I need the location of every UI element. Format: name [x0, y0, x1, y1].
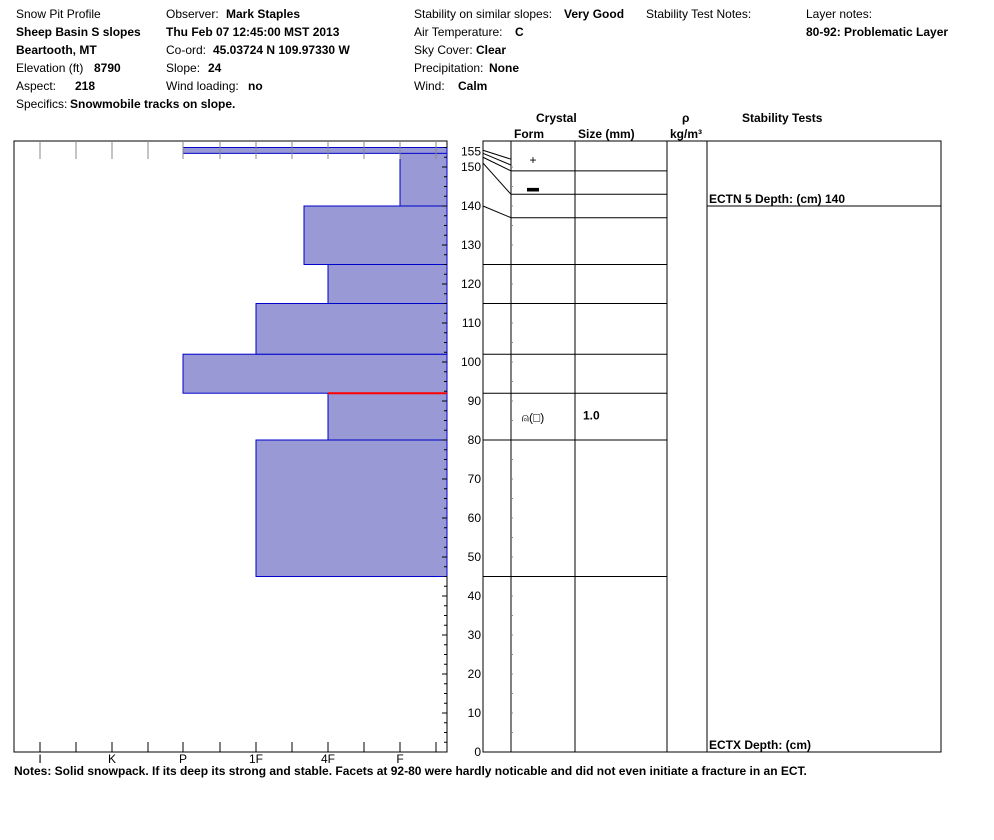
aspect-value: 218 — [75, 79, 96, 93]
layer-connector — [482, 205, 512, 219]
profile-title: Snow Pit Profile — [16, 7, 101, 21]
wind-loading-label: Wind loading: — [166, 79, 239, 93]
slope-value: 24 — [208, 61, 222, 75]
precipitation-value: None — [489, 61, 519, 75]
hardness-bar — [182, 147, 448, 154]
hardness-tick-label: 4F — [321, 752, 335, 766]
hardness-tick-label: I — [38, 752, 41, 766]
rho-header: ρ — [682, 111, 690, 125]
air-temp-value: C — [515, 25, 524, 39]
region-name: Beartooth, MT — [16, 43, 97, 57]
density-unit-header: kg/m³ — [670, 127, 703, 141]
crystal-size-label: 1.0 — [583, 409, 600, 423]
stability-test-label: ECTN 5 Depth: (cm) 140 — [709, 192, 845, 206]
specifics-value: Snowmobile tracks on slope. — [70, 97, 236, 111]
hardness-bar — [303, 205, 448, 265]
height-tick-label: 60 — [468, 511, 482, 525]
height-tick-label: 20 — [468, 667, 482, 681]
coord-label: Co-ord: — [166, 43, 207, 57]
height-tick-label: 0 — [474, 745, 481, 759]
layer-notes-label: Layer notes: — [806, 7, 873, 21]
crystal-form-symbol: + — [529, 153, 536, 167]
height-tick-label: 100 — [461, 355, 481, 369]
height-tick-label: 120 — [461, 277, 481, 291]
hardness-bar — [327, 392, 448, 441]
stability-tests-header: Stability Tests — [742, 111, 823, 125]
wind-value: Calm — [458, 79, 488, 93]
height-tick-label: 50 — [468, 550, 482, 564]
height-tick-label: 80 — [468, 433, 482, 447]
height-tick-label: 10 — [468, 706, 482, 720]
observation-datetime: Thu Feb 07 12:45:00 MST 2013 — [166, 25, 340, 39]
hardness-bar — [182, 353, 448, 394]
hardness-tick-label: F — [396, 752, 403, 766]
crystal-header: Crystal — [536, 111, 577, 125]
observer-value: Mark Staples — [226, 7, 301, 21]
elevation-value: 8790 — [94, 61, 121, 75]
hardness-tick-label: 1F — [249, 752, 263, 766]
crystal-form-symbol: ▬ — [527, 181, 539, 195]
wind-loading-value: no — [248, 79, 263, 93]
height-tick-label: 140 — [461, 199, 481, 213]
height-tick-label: 30 — [468, 628, 482, 642]
form-header: Form — [514, 127, 544, 141]
layer-table-frame — [482, 140, 708, 753]
layer-connector — [482, 156, 512, 172]
hardness-bar — [255, 303, 448, 355]
height-tick-label: 90 — [468, 394, 482, 408]
size-header: Size (mm) — [578, 127, 635, 141]
height-tick-label: 70 — [468, 472, 482, 486]
sky-cover-value: Clear — [476, 43, 507, 57]
stability-test-label: ECTX Depth: (cm) — [709, 738, 811, 752]
layer-connector — [482, 149, 512, 160]
stability-test-notes-label: Stability Test Notes: — [646, 7, 752, 21]
precipitation-label: Precipitation: — [414, 61, 484, 75]
location-name: Sheep Basin S slopes — [16, 25, 141, 39]
hardness-tick-label: P — [179, 752, 187, 766]
height-tick-label: 130 — [461, 238, 481, 252]
air-temp-label: Air Temperature: — [414, 25, 503, 39]
coord-value: 45.03724 N 109.97330 W — [213, 43, 350, 57]
stability-label: Stability on similar slopes: — [414, 7, 553, 21]
height-tick-label: 150 — [461, 160, 481, 174]
layer-connector — [482, 162, 512, 195]
observer-label: Observer: — [166, 7, 219, 21]
hardness-bar — [327, 264, 448, 304]
hardness-tick-label: K — [108, 752, 116, 766]
specifics-label: Specifics: — [16, 97, 68, 111]
notes-text: Notes: Solid snowpack. If its deep its s… — [14, 764, 807, 778]
height-tick-label: 40 — [468, 589, 482, 603]
height-tick-label: 110 — [462, 316, 481, 330]
hardness-bar — [399, 150, 448, 207]
height-tick-label: 155 — [461, 145, 481, 159]
sky-cover-label: Sky Cover: — [414, 43, 473, 57]
layer-connector — [482, 152, 512, 166]
slope-label: Slope: — [166, 61, 201, 75]
layer-notes-value: 80-92: Problematic Layer — [806, 25, 949, 39]
crystal-form-symbol: ⍝(□) — [522, 411, 544, 425]
wind-label: Wind: — [414, 79, 445, 93]
stability-tests-frame — [706, 140, 942, 753]
hardness-bar — [255, 439, 448, 577]
elevation-label: Elevation (ft) — [16, 61, 84, 75]
stability-value: Very Good — [564, 7, 625, 21]
aspect-label: Aspect: — [16, 79, 57, 93]
